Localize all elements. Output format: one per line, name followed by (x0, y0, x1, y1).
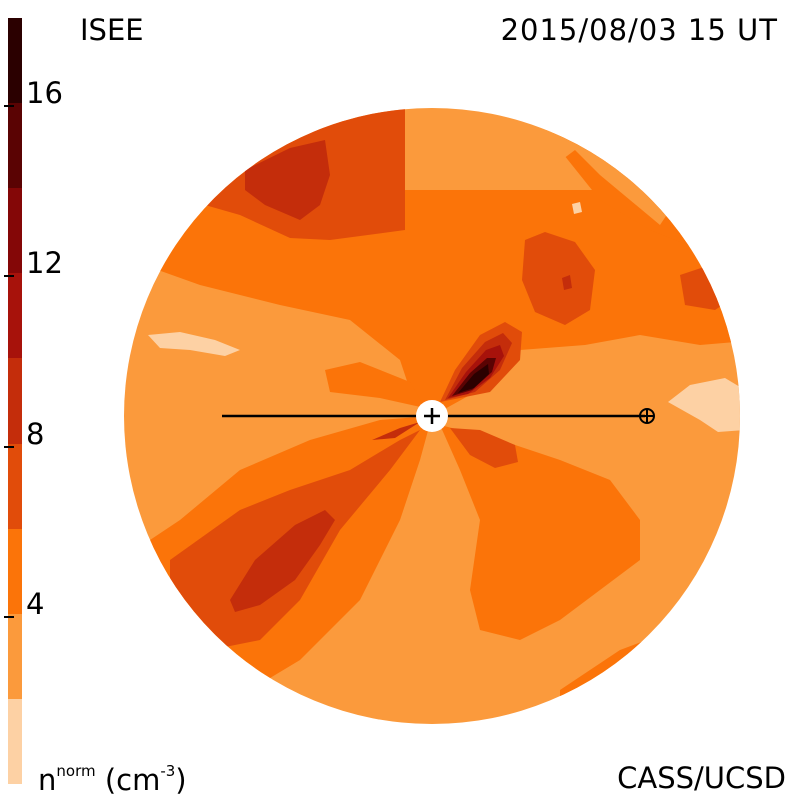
colorbar-tick-label: 12 (26, 246, 63, 281)
colorbar-tick-label: 4 (26, 586, 45, 621)
quantity-symbol: n (38, 763, 57, 797)
colorbar-tick (4, 615, 14, 618)
density-region (668, 378, 740, 432)
colorbar-tick-label: 8 (26, 416, 45, 451)
density-region (522, 232, 595, 325)
colorbar-tick (4, 275, 14, 278)
density-region (540, 130, 670, 225)
unit-open: (cm (104, 763, 161, 797)
density-region (245, 140, 330, 220)
density-region (572, 202, 582, 214)
density-region (440, 425, 640, 640)
density-region (230, 510, 335, 612)
density-region (458, 364, 489, 393)
colorbar-level (8, 613, 22, 699)
unit-superscript: -3 (160, 762, 176, 780)
colorbar-level (8, 443, 22, 529)
datetime-label: 2015/08/03 15 UT (500, 13, 778, 47)
quantity-superscript: norm (56, 762, 96, 780)
colorbar-level (8, 188, 22, 274)
colorbar-level (8, 18, 22, 104)
colorbar (8, 18, 22, 784)
colorbar-level (8, 698, 22, 784)
colorbar-level (8, 528, 22, 614)
colorbar-tick-label: 16 (26, 76, 63, 111)
quantity-label: nnorm (cm-3) (38, 764, 187, 795)
density-region (372, 422, 420, 440)
colorbar-level (8, 273, 22, 359)
density-region (325, 362, 425, 408)
unit-close: ) (175, 763, 187, 797)
density-region (124, 190, 740, 416)
source-label: ISEE (80, 13, 144, 47)
density-region (450, 428, 518, 468)
colorbar-tick (4, 445, 14, 448)
credit-label: CASS/UCSD (617, 761, 786, 795)
earth-marker (639, 408, 655, 424)
colorbar-level (8, 358, 22, 444)
density-region (148, 332, 240, 356)
colorbar-tick (4, 105, 14, 108)
sun-marker (416, 400, 448, 432)
colorbar-level (8, 103, 22, 189)
density-region (562, 275, 572, 290)
